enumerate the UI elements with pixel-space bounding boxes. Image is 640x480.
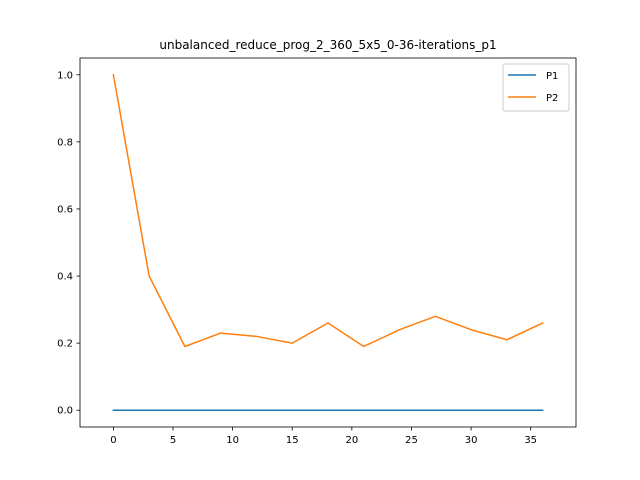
y-axis: 0.0 0.2 0.4 0.6 0.8 1.0 xyxy=(57,70,80,417)
legend-entry-p1: P1 xyxy=(508,71,558,82)
legend-frame xyxy=(502,63,570,112)
legend-entry-p2: P2 xyxy=(508,93,558,104)
y-tick-label: 0.2 xyxy=(57,339,73,350)
x-tick-label: 35 xyxy=(524,435,537,446)
x-axis: 0 5 10 15 20 25 30 35 xyxy=(110,427,537,446)
y-tick-label: 1.0 xyxy=(57,70,73,81)
y-tick-label: 0.4 xyxy=(57,272,73,283)
axes-frame xyxy=(79,57,577,428)
x-tick-label: 15 xyxy=(286,435,299,446)
x-tick-label: 0 xyxy=(110,435,116,446)
y-tick-label: 0.0 xyxy=(57,406,73,417)
y-tick-label: 0.8 xyxy=(57,137,73,148)
chart-title: unbalanced_reduce_prog_2_360_5x5_0-36-it… xyxy=(159,38,496,52)
series-group xyxy=(112,73,544,411)
x-tick-label: 5 xyxy=(170,435,176,446)
legend: P1 P2 xyxy=(502,63,570,112)
y-tick-label: 0.6 xyxy=(57,204,73,215)
legend-label-p1: P1 xyxy=(546,71,558,82)
legend-label-p2: P2 xyxy=(546,93,558,104)
axes-background xyxy=(80,58,576,427)
x-tick-label: 10 xyxy=(226,435,239,446)
x-tick-label: 30 xyxy=(465,435,478,446)
plot-area xyxy=(79,57,577,428)
series-line-p2 xyxy=(112,73,544,348)
x-tick-label: 20 xyxy=(345,435,358,446)
x-tick-label: 25 xyxy=(405,435,418,446)
